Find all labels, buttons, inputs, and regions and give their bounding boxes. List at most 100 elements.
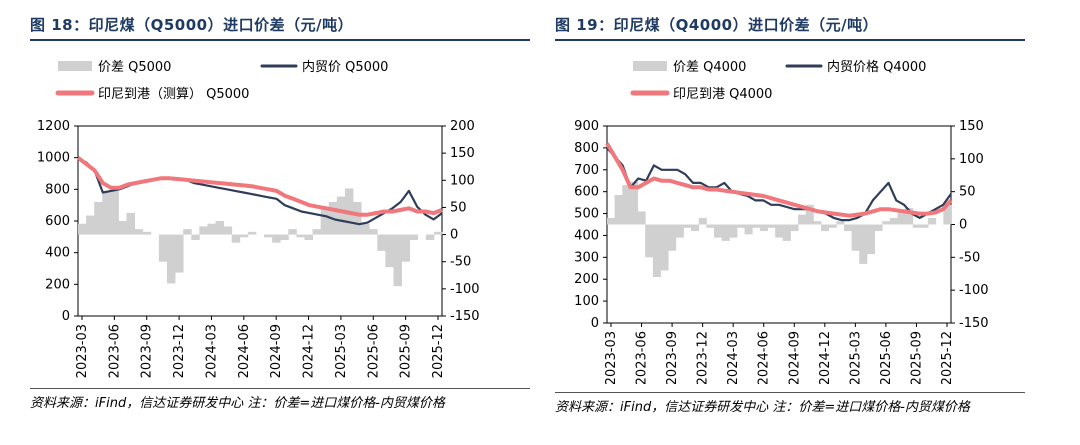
legend-entry: 印尼到港 Q4000 bbox=[673, 87, 772, 102]
chart-panel-q5000: 图 18：印尼煤（Q5000）进口价差（元/吨） 价差 Q5000 内贸价 Q50… bbox=[30, 0, 530, 445]
spread-bar bbox=[759, 224, 768, 232]
spread-bar bbox=[782, 224, 791, 241]
spread-bar bbox=[675, 224, 684, 238]
spread-bar bbox=[836, 221, 845, 225]
spread-bar bbox=[110, 188, 119, 235]
chart-q5000: 价差 Q5000 内贸价 Q5000 印尼到港（测算） Q5000 0 200 400 60… bbox=[37, 59, 480, 378]
spread-bar bbox=[843, 224, 853, 232]
x-tick-label: 2024-03 bbox=[204, 324, 219, 378]
spread-bar bbox=[166, 234, 176, 284]
spread-bar bbox=[897, 211, 906, 225]
spread-bar bbox=[821, 224, 830, 232]
x-tick-label: 2023-09 bbox=[140, 324, 155, 378]
spread-bar bbox=[668, 224, 677, 251]
spread-bar bbox=[320, 207, 330, 235]
spread-bar bbox=[296, 234, 305, 238]
x-tick-label: 2024-09 bbox=[787, 331, 802, 384]
y-right-tick-label: 200 bbox=[450, 119, 475, 134]
spread-bar bbox=[920, 224, 929, 228]
x-tick-label: 2023-12 bbox=[696, 331, 711, 384]
legend-entry: 内贸价格 Q4000 bbox=[827, 59, 926, 75]
y-left-tick-label: 800 bbox=[45, 182, 70, 197]
x-tick-label: 2023-09 bbox=[665, 331, 680, 384]
spread-bar bbox=[629, 181, 638, 225]
spread-bar bbox=[215, 221, 224, 235]
y-left-tick-label: 300 bbox=[574, 250, 599, 265]
y-left-tick-label: 1000 bbox=[37, 151, 70, 166]
spread-bar bbox=[645, 224, 654, 258]
chart-panel-q4000: 图 19：印尼煤（Q4000）进口价差（元/吨） 价差 Q4000 内贸价格 Q4… bbox=[555, 0, 1025, 445]
spread-bar bbox=[698, 217, 707, 225]
spread-bar bbox=[353, 202, 362, 235]
spread-bar bbox=[191, 234, 200, 240]
x-tick-label: 2025-06 bbox=[366, 324, 381, 378]
spread-bar bbox=[158, 234, 168, 262]
spread-bar bbox=[828, 224, 837, 228]
spread-bar bbox=[78, 223, 87, 235]
y-left-tick-label: 0 bbox=[591, 316, 599, 331]
y-right-tick-label: 150 bbox=[959, 119, 984, 134]
spread-bar bbox=[361, 223, 370, 235]
y-right-tick-label: 50 bbox=[450, 200, 467, 215]
source-rule bbox=[30, 388, 530, 389]
spread-bar bbox=[199, 226, 208, 235]
spread-bar bbox=[280, 234, 289, 240]
x-tick-label: 2023-03 bbox=[75, 324, 90, 378]
chart-title: 图 19：印尼煤（Q4000）进口价差（元/吨） bbox=[555, 16, 879, 34]
legend-entry: 内贸价 Q5000 bbox=[302, 59, 388, 75]
spread-bar bbox=[943, 204, 952, 225]
spread-bar bbox=[683, 224, 692, 228]
y-left-tick-label: 100 bbox=[574, 294, 599, 309]
spread-bar bbox=[312, 229, 322, 235]
spread-bar bbox=[183, 229, 192, 235]
y-left-tick-label: 600 bbox=[574, 185, 599, 200]
legend-entry: 价差 Q5000 bbox=[98, 60, 171, 75]
x-tick-label: 2025-12 bbox=[431, 324, 446, 378]
spread-bar bbox=[369, 229, 378, 235]
spread-bar bbox=[126, 212, 136, 235]
spread-bar bbox=[866, 224, 875, 255]
spread-bar bbox=[767, 224, 776, 228]
spread-bar bbox=[882, 221, 891, 225]
spread-bar bbox=[385, 234, 394, 268]
spread-bar bbox=[288, 229, 297, 235]
y-left-tick-label: 500 bbox=[574, 207, 599, 222]
spread-bar bbox=[652, 224, 661, 278]
title-rule bbox=[30, 39, 530, 41]
x-tick-label: 2024-06 bbox=[237, 324, 252, 378]
y-left-tick-label: 700 bbox=[574, 163, 599, 178]
spread-bar bbox=[239, 234, 249, 238]
spread-bar bbox=[622, 185, 631, 225]
x-tick-label: 2025-12 bbox=[940, 331, 955, 384]
x-tick-label: 2024-09 bbox=[269, 324, 284, 378]
x-tick-label: 2025-09 bbox=[399, 324, 414, 378]
x-tick-label: 2023-12 bbox=[172, 324, 187, 378]
chart-title: 图 18：印尼煤（Q5000）进口价差（元/吨） bbox=[30, 16, 354, 34]
spread-bar bbox=[637, 211, 646, 225]
spread-bar bbox=[223, 226, 233, 235]
spread-bar bbox=[86, 215, 95, 235]
y-right-tick-label: -150 bbox=[450, 309, 480, 324]
series-line bbox=[605, 142, 953, 218]
y-right-tick-label: 50 bbox=[959, 185, 976, 200]
spread-bar bbox=[660, 224, 669, 271]
spread-bar bbox=[409, 234, 419, 240]
spread-bar bbox=[798, 214, 807, 225]
chart-q4000: 价差 Q4000 内贸价格 Q4000 印尼到港 Q4000 0 100 200 300 40… bbox=[574, 59, 988, 384]
source-rule bbox=[555, 392, 1025, 393]
spread-bar bbox=[264, 234, 273, 238]
spread-bar bbox=[272, 234, 281, 243]
spread-bar bbox=[134, 229, 144, 235]
legend-entry: 印尼到港（测算） Q5000 bbox=[98, 87, 249, 102]
y-left-tick-label: 200 bbox=[45, 277, 70, 292]
spread-bar bbox=[752, 224, 761, 228]
spread-bar bbox=[207, 223, 216, 235]
y-left-tick-label: 800 bbox=[574, 141, 599, 156]
spread-bar bbox=[859, 224, 868, 264]
x-tick-label: 2025-03 bbox=[848, 331, 863, 384]
spread-bar bbox=[433, 231, 443, 235]
source-note: 资料来源：iFind，信达证券研发中心 注：价差=进口煤价格-内贸煤价格 bbox=[30, 396, 445, 411]
spread-bar bbox=[102, 191, 111, 235]
spread-bar bbox=[905, 208, 914, 225]
x-tick-label: 2023-06 bbox=[635, 331, 650, 384]
